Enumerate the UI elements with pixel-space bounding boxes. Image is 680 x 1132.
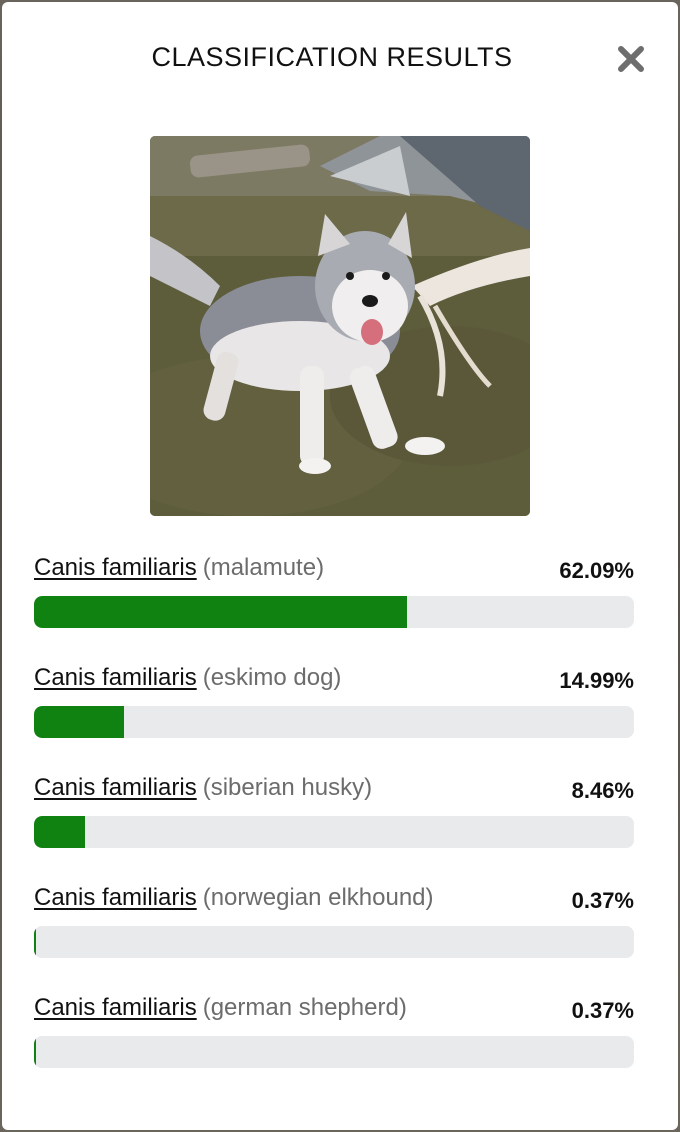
confidence-bar-track bbox=[34, 816, 634, 848]
confidence-percent: 0.37% bbox=[571, 888, 634, 913]
confidence-bar-fill bbox=[34, 706, 124, 738]
confidence-percent: 8.46% bbox=[571, 778, 634, 803]
confidence-percent: 14.99% bbox=[559, 668, 634, 693]
species-link[interactable]: Canis familiaris bbox=[34, 884, 197, 911]
result-item: Canis familiaris (siberian husky) 8.46% bbox=[34, 770, 634, 880]
confidence-bar-fill bbox=[34, 926, 37, 958]
result-item: Canis familiaris (malamute) 62.09% bbox=[34, 550, 634, 660]
confidence-bar-track bbox=[34, 706, 634, 738]
close-icon[interactable] bbox=[614, 42, 648, 76]
breed-label: (norwegian elkhound) bbox=[202, 884, 434, 911]
confidence-bar-track bbox=[34, 1036, 634, 1068]
confidence-bar-track bbox=[34, 926, 634, 958]
result-item: Canis familiaris (norwegian elkhound) 0.3… bbox=[34, 880, 634, 990]
confidence-percent: 0.37% bbox=[571, 998, 634, 1023]
breed-label: (german shepherd) bbox=[202, 994, 407, 1021]
species-link[interactable]: Canis familiaris bbox=[34, 664, 197, 691]
species-link[interactable]: Canis familiaris bbox=[34, 774, 197, 801]
dog-photo bbox=[150, 136, 530, 516]
breed-label: (siberian husky) bbox=[202, 774, 373, 801]
breed-label: (malamute) bbox=[202, 554, 325, 581]
confidence-bar-fill bbox=[34, 1036, 37, 1068]
species-link[interactable]: Canis familiaris bbox=[34, 994, 197, 1021]
results-list: Canis familiaris (malamute) 62.09% Canis … bbox=[34, 550, 634, 1100]
breed-label: (eskimo dog) bbox=[202, 664, 342, 691]
result-item: Canis familiaris (eskimo dog) 14.99% bbox=[34, 660, 634, 770]
species-link[interactable]: Canis familiaris bbox=[34, 554, 197, 581]
modal-title: CLASSIFICATION RESULTS bbox=[151, 42, 513, 72]
result-item: Canis familiaris (german shepherd) 0.37% bbox=[34, 990, 634, 1100]
confidence-bar-fill bbox=[34, 596, 407, 628]
confidence-percent: 62.09% bbox=[559, 558, 634, 583]
confidence-bar-track bbox=[34, 596, 634, 628]
confidence-bar-fill bbox=[34, 816, 85, 848]
